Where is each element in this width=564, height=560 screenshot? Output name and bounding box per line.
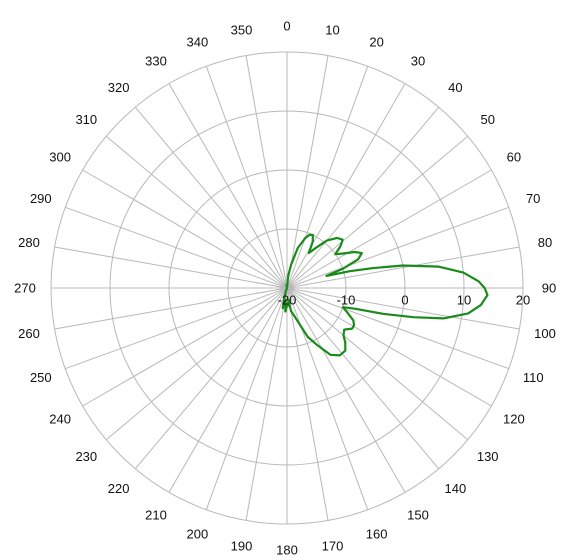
grid-spoke-150	[286, 287, 406, 493]
grid-spoke-200	[205, 287, 288, 510]
angle-label-120: 120	[503, 412, 525, 427]
angle-label-270: 270	[14, 281, 36, 296]
angle-label-110: 110	[523, 370, 544, 385]
grid-spoke-220	[134, 287, 288, 470]
series-layer	[281, 233, 489, 357]
angle-label-310: 310	[75, 112, 97, 127]
angle-label-280: 280	[18, 235, 40, 250]
grid-spoke-70	[286, 206, 509, 289]
grid-spoke-230	[105, 287, 288, 441]
angle-label-250: 250	[30, 370, 52, 385]
angle-label-240: 240	[49, 412, 71, 427]
grid-spoke-290	[65, 206, 288, 289]
grid-spoke-20	[286, 66, 369, 289]
grid-spoke-50	[286, 135, 469, 289]
angle-label-300: 300	[49, 150, 71, 165]
grid-spoke-110	[286, 287, 509, 370]
grid-spoke-250	[65, 287, 288, 370]
grid-spoke-330	[168, 83, 288, 289]
grid-spoke-340	[205, 66, 288, 289]
angle-label-190: 190	[231, 539, 253, 554]
angle-label-330: 330	[145, 54, 167, 69]
angle-label-170: 170	[322, 539, 344, 554]
grid-spoke-30	[286, 83, 406, 289]
angle-label-340: 340	[187, 34, 209, 49]
grid-spoke-140	[286, 287, 440, 470]
grid-spoke-260	[54, 287, 288, 330]
angle-label-290: 290	[30, 191, 52, 206]
angle-label-30: 30	[411, 54, 425, 69]
radial-label-3: 10	[457, 293, 471, 308]
angle-label-210: 210	[145, 507, 167, 522]
angle-label-130: 130	[477, 449, 499, 464]
grid-spoke-310	[105, 135, 288, 289]
angle-label-70: 70	[526, 191, 540, 206]
angle-label-160: 160	[366, 527, 388, 542]
grid-spoke-40	[286, 106, 440, 289]
grid-spoke-320	[134, 106, 288, 289]
grid-spoke-80	[286, 246, 520, 289]
grid-spoke-190	[245, 287, 288, 521]
angle-label-100: 100	[534, 326, 556, 341]
grid-spoke-280	[54, 246, 288, 289]
angle-label-180: 180	[276, 543, 298, 558]
angle-label-320: 320	[108, 80, 130, 95]
grid-spoke-210	[168, 287, 288, 493]
angle-label-20: 20	[369, 34, 383, 49]
radial-label-4: 20	[516, 293, 530, 308]
grid-spoke-60	[286, 169, 492, 289]
grid-spoke-350	[245, 55, 288, 289]
grid-spoke-300	[82, 169, 288, 289]
grid-spoke-130	[286, 287, 469, 441]
angle-label-230: 230	[75, 449, 97, 464]
series-line-0	[281, 233, 489, 357]
angle-label-60: 60	[507, 150, 521, 165]
angle-label-80: 80	[538, 235, 552, 250]
angle-label-50: 50	[480, 112, 494, 127]
radial-label-1: -10	[337, 293, 356, 308]
angle-label-140: 140	[445, 481, 467, 496]
angular-tick-labels: 0 102030405060708090100110120130140150160…	[14, 19, 556, 558]
angle-label-40: 40	[448, 80, 462, 95]
angle-label-260: 260	[18, 326, 40, 341]
grid-spoke-10	[286, 55, 329, 289]
angle-label-150: 150	[407, 507, 429, 522]
grid-spoke-120	[286, 287, 492, 407]
radial-tick-labels: -20 -10 0 10 20	[278, 293, 531, 308]
angle-label-200: 200	[187, 527, 209, 542]
polar-grid	[50, 51, 524, 525]
angle-label-0: 0	[283, 19, 290, 34]
angle-label-90: 90	[542, 281, 556, 296]
radial-label-2: 0	[401, 293, 408, 308]
grid-spoke-100	[286, 287, 520, 330]
radial-label-0: -20	[278, 293, 297, 308]
grid-spoke-170	[286, 287, 329, 521]
angle-label-10: 10	[325, 22, 339, 37]
angle-label-220: 220	[108, 481, 130, 496]
grid-spoke-240	[82, 287, 288, 407]
angle-label-350: 350	[231, 22, 253, 37]
